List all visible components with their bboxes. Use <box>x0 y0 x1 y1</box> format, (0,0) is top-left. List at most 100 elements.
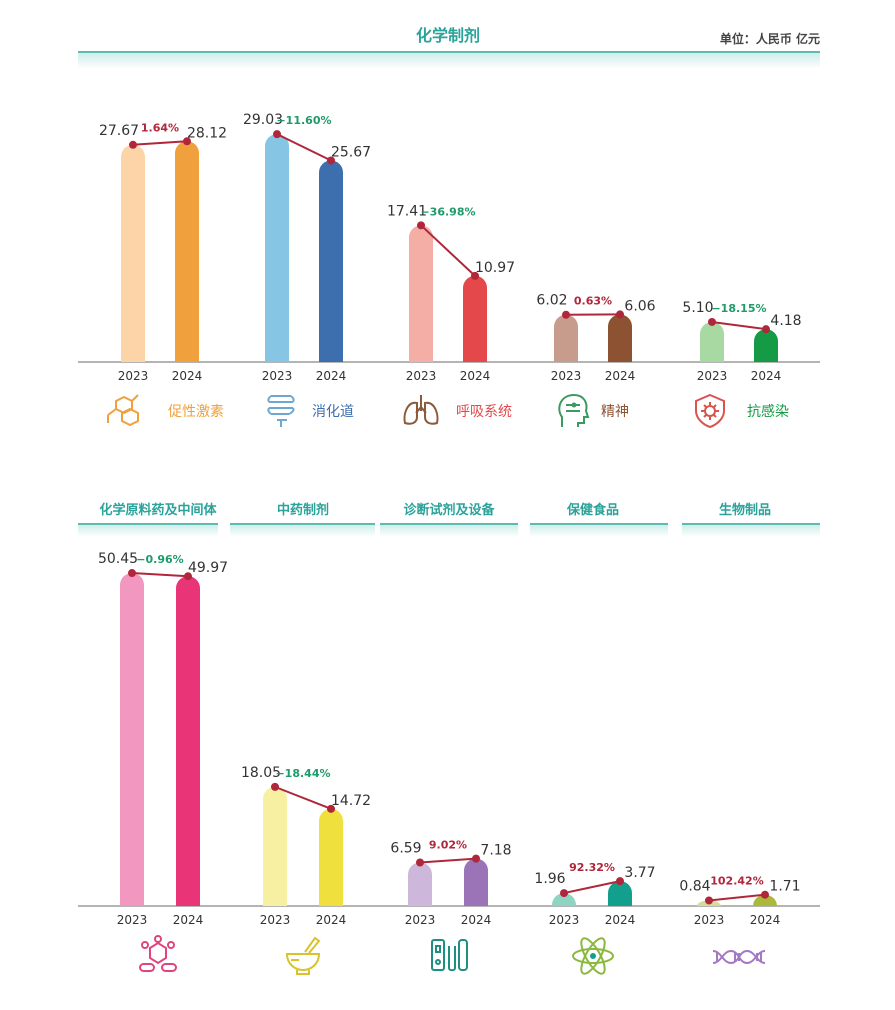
bar <box>552 893 576 906</box>
change-line <box>563 880 621 895</box>
x-tick-label: 2024 <box>750 913 781 927</box>
change-dot <box>616 877 624 886</box>
change-label: −18.15% <box>711 302 766 315</box>
top-title: 化学制剂 <box>416 26 480 45</box>
data-label: 3.77 <box>624 865 655 881</box>
change-line <box>132 140 188 146</box>
data-label: 1.96 <box>534 871 565 887</box>
category-label: 抗感染 <box>747 403 789 420</box>
change-dot <box>416 858 424 867</box>
dna-icon <box>712 949 766 965</box>
change-dot <box>417 221 425 230</box>
lungs-icon <box>403 395 439 425</box>
x-tick-label: 2023 <box>260 913 291 927</box>
x-tick-label: 2024 <box>173 913 204 927</box>
change-dot <box>562 310 570 319</box>
data-label: 6.59 <box>390 841 421 857</box>
data-label: 4.18 <box>770 313 801 329</box>
unit-label: 单位：人民币 亿元 <box>720 31 820 46</box>
bar <box>608 314 632 362</box>
x-tick-label: 2024 <box>316 913 347 927</box>
change-line <box>711 320 767 331</box>
data-label: 6.06 <box>624 298 655 314</box>
section-shade <box>682 525 820 537</box>
change-line <box>419 857 477 864</box>
x-tick-label: 2024 <box>605 913 636 927</box>
change-label: 9.02% <box>429 839 467 852</box>
change-label: 0.63% <box>574 294 612 307</box>
change-line <box>276 133 332 162</box>
bar <box>265 134 289 362</box>
section-title: 保健食品 <box>566 502 619 518</box>
change-dot <box>271 782 279 791</box>
change-dot <box>761 890 769 899</box>
molecule-pills-icon <box>139 935 177 972</box>
bar <box>176 576 200 906</box>
bar <box>120 573 144 906</box>
bar <box>175 141 199 362</box>
x-tick-label: 2023 <box>697 369 728 383</box>
data-label: 1.71 <box>769 879 800 895</box>
section-shade <box>78 525 218 537</box>
bar <box>409 225 433 362</box>
x-tick-label: 2024 <box>172 369 203 383</box>
change-dot <box>560 889 568 898</box>
change-dot <box>705 896 713 905</box>
hexagon-molecule-icon <box>107 394 139 427</box>
x-tick-label: 2024 <box>460 369 491 383</box>
change-dot <box>708 317 716 326</box>
data-label: 28.12 <box>187 125 227 141</box>
section-title: 中药制剂 <box>277 502 329 518</box>
data-label: 18.05 <box>241 765 281 781</box>
change-label: 92.32% <box>569 861 615 874</box>
category-label: 呼吸系统 <box>456 404 512 420</box>
top-header-shade <box>78 53 820 69</box>
bar <box>554 314 578 362</box>
section-shade <box>380 525 518 537</box>
intestine-icon <box>267 395 295 427</box>
x-tick-label: 2023 <box>406 369 437 383</box>
bar <box>608 881 632 906</box>
data-label: 5.10 <box>682 300 713 316</box>
bottom-chart: 2023 2024 50.45 49.97 −0.96% 2023 2024 18.05 14.… <box>78 551 820 927</box>
data-label: 14.72 <box>331 793 371 809</box>
shield-virus-icon <box>695 393 725 429</box>
x-tick-label: 2023 <box>117 913 148 927</box>
change-label: −18.44% <box>275 767 330 780</box>
x-tick-label: 2024 <box>605 369 636 383</box>
bar <box>463 275 487 362</box>
x-tick-label: 2023 <box>694 913 725 927</box>
top-chart: 2023 2024 27.67 28.12 1.64% 促性激素 2023 2024 29.03… <box>78 112 820 420</box>
section-title: 诊断试剂及设备 <box>403 502 495 518</box>
x-tick-label: 2024 <box>461 913 492 927</box>
change-dot <box>129 140 137 149</box>
change-line <box>274 785 332 810</box>
change-dot <box>184 572 192 581</box>
data-label: 50.45 <box>98 551 138 567</box>
bar <box>464 858 488 906</box>
section-title: 生物制品 <box>719 502 771 518</box>
change-dot <box>471 271 479 280</box>
bar <box>753 894 777 906</box>
change-dot <box>327 156 335 165</box>
change-label: 102.42% <box>710 875 763 888</box>
test-kit-icon <box>431 939 468 972</box>
section-shade <box>230 525 375 537</box>
data-label: 0.84 <box>679 878 710 894</box>
bottom-headers: 化学原料药及中间体 中药制剂 诊断试剂及设备 保健食品 生物制品 <box>78 502 820 537</box>
data-label: 25.67 <box>331 144 371 160</box>
change-dot <box>762 325 770 334</box>
section-shade <box>530 525 668 537</box>
data-label: 17.41 <box>387 203 427 219</box>
category-label: 促性激素 <box>168 403 224 420</box>
category-label: 精神 <box>601 404 629 420</box>
x-tick-label: 2023 <box>549 913 580 927</box>
atom-icon <box>572 937 614 975</box>
change-dot <box>616 310 624 319</box>
x-tick-label: 2023 <box>118 369 149 383</box>
bar <box>700 321 724 362</box>
change-label: −36.98% <box>420 205 475 218</box>
data-label: 29.03 <box>243 112 283 128</box>
change-dot <box>128 569 136 578</box>
